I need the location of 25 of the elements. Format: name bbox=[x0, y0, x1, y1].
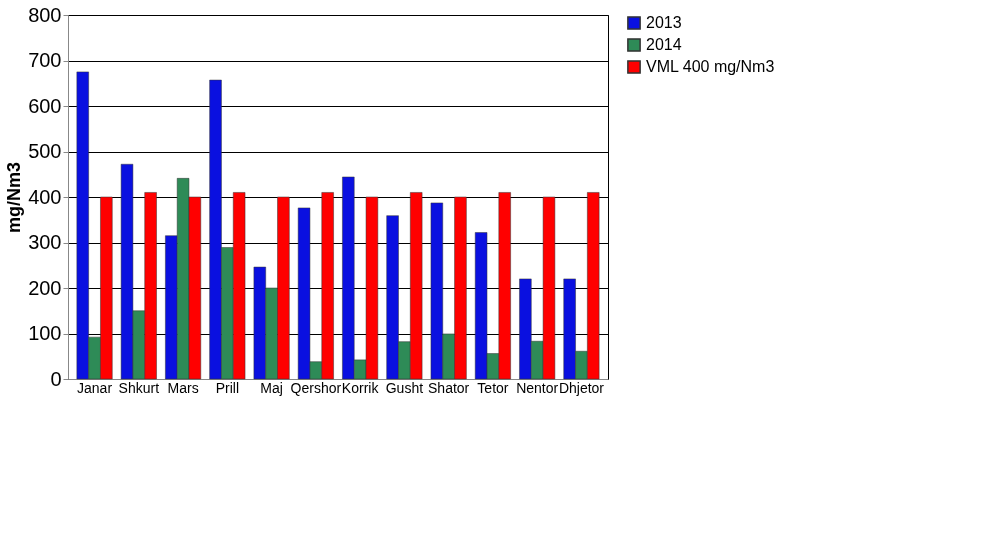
x-tick-label: Shator bbox=[428, 379, 470, 396]
y-tick-label: 700 bbox=[28, 49, 62, 71]
y-tick-label: 400 bbox=[28, 185, 62, 208]
y-tick-label: 300 bbox=[28, 231, 62, 253]
x-tick-label: Janar bbox=[77, 379, 113, 396]
x-tick-label: Tetor bbox=[477, 379, 509, 396]
y-axis-title: mg/Nm3 bbox=[4, 161, 25, 234]
x-tick-label: Korrik bbox=[341, 379, 380, 396]
y-tick-label: 800 bbox=[28, 3, 62, 26]
x-tick-label: Maj bbox=[260, 379, 283, 396]
y-tick-label: 500 bbox=[28, 140, 62, 162]
x-tick-label: Gusht bbox=[385, 379, 424, 396]
x-tick-label: Prill bbox=[215, 379, 240, 396]
x-tick-label: Dhjetor bbox=[558, 379, 605, 396]
x-tick-label: Mars bbox=[167, 379, 199, 396]
legend-label: 2014 bbox=[646, 36, 682, 53]
legend-label: VML 400 mg/Nm3 bbox=[646, 58, 775, 75]
legend-label: 2013 bbox=[646, 14, 682, 31]
y-tick-label: 100 bbox=[28, 322, 62, 344]
y-tick-label: 0 bbox=[50, 367, 62, 390]
y-tick-label: 600 bbox=[28, 94, 62, 117]
x-tick-label: Shkurt bbox=[118, 379, 160, 396]
x-tick-label: Nentor bbox=[516, 379, 559, 396]
x-tick-label: Qershor bbox=[290, 379, 342, 396]
y-tick-label: 200 bbox=[28, 276, 62, 299]
